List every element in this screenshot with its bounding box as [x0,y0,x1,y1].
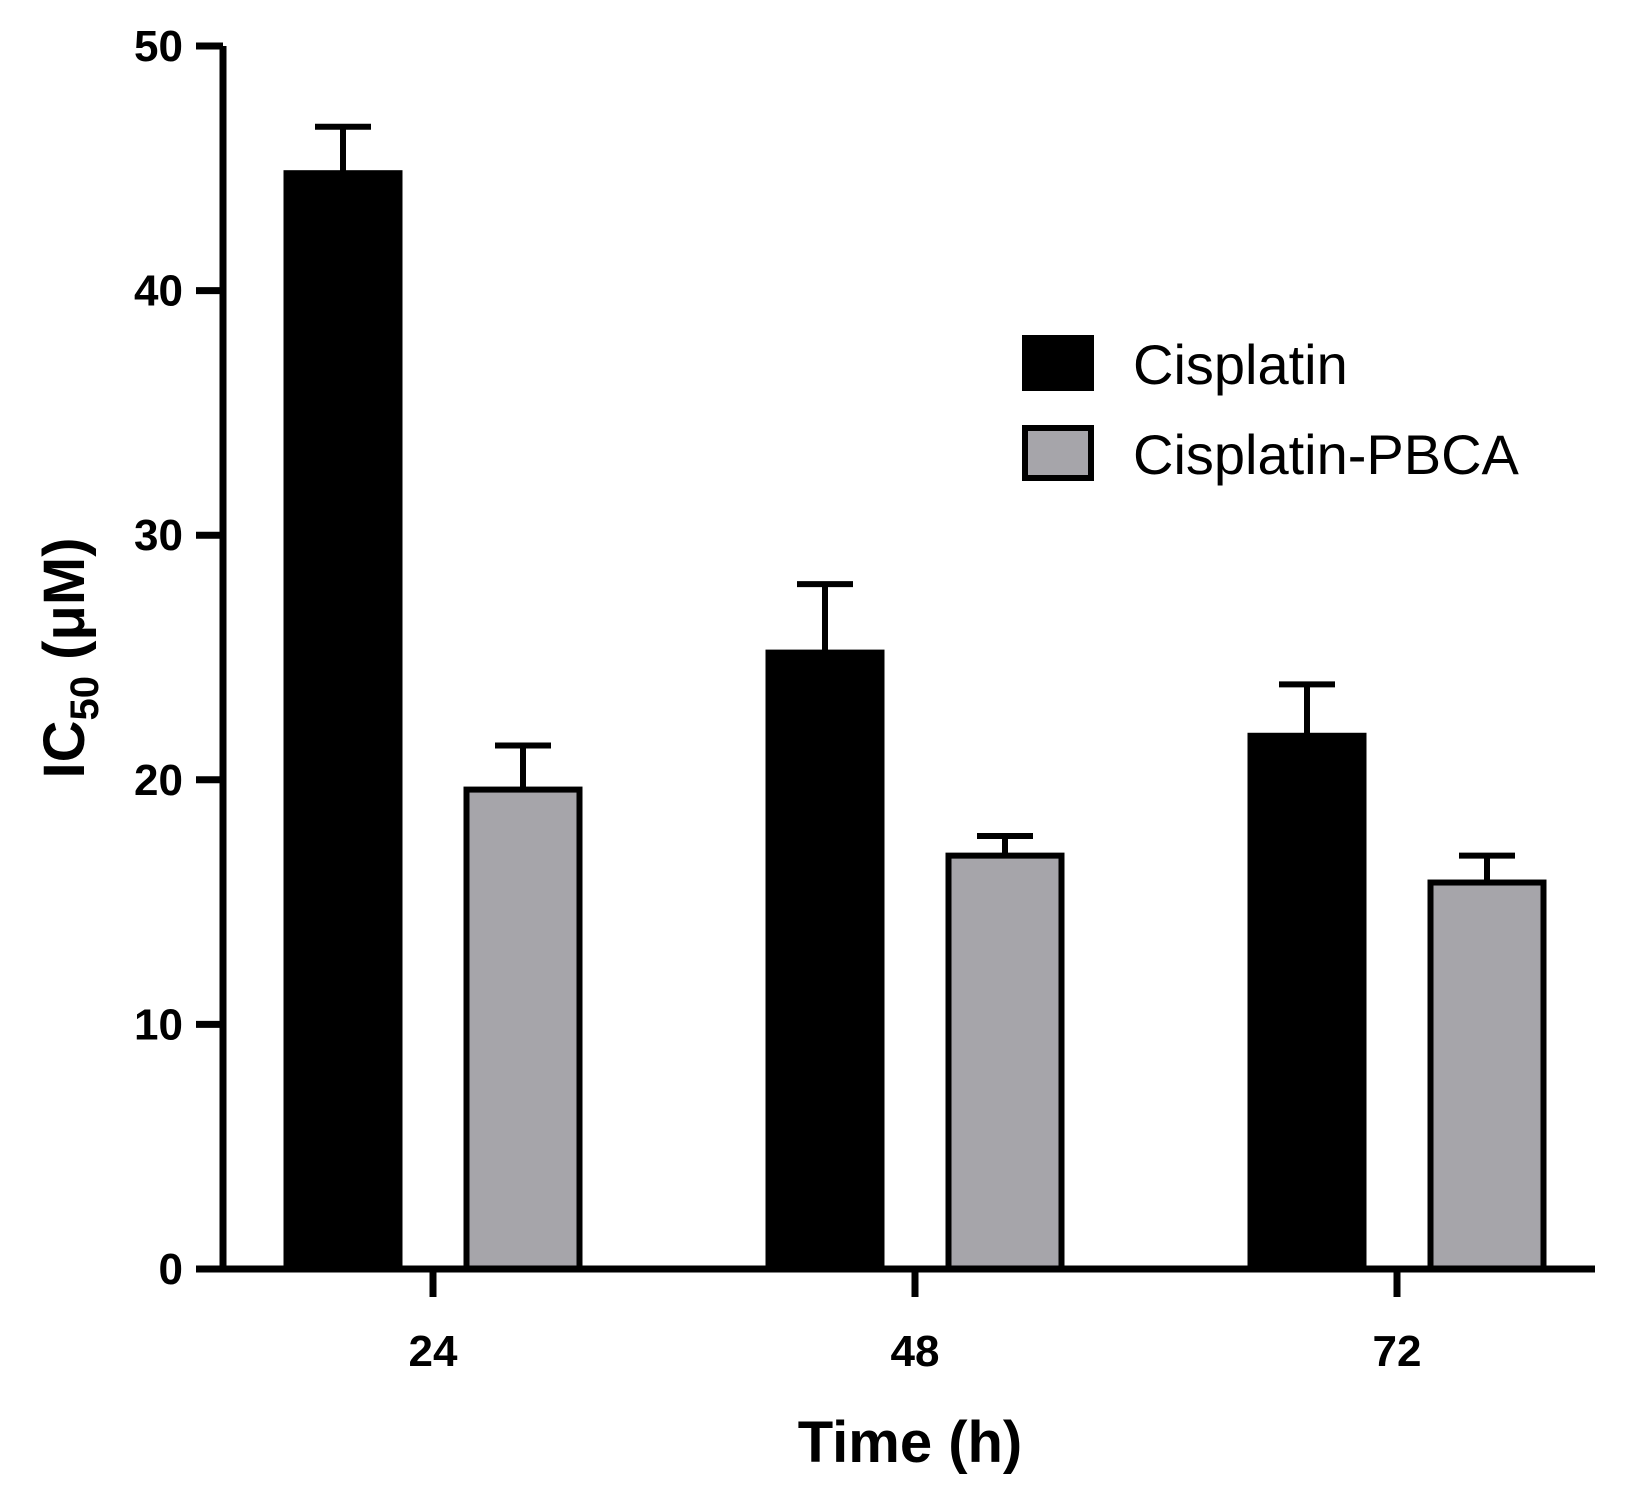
x-tick-label: 72 [1373,1327,1422,1376]
x-axis-title: Time (h) [798,1410,1023,1475]
legend-label-cisplatin-pbca: Cisplatin-PBCA [1133,423,1520,486]
error-bars-layer [315,123,1515,883]
y-axis-title-unit: (μM) [32,537,97,676]
axes-layer [196,46,1595,1273]
bar-cisplatin-pbca-72 [1427,879,1547,1272]
y-axis-title-subscript: 50 [63,676,107,721]
legend: Cisplatin Cisplatin-PBCA [1022,333,1520,486]
legend-swatch-cisplatin-pbca [1022,425,1094,481]
bar-cisplatin-48 [765,649,885,1272]
x-tick-label: 48 [891,1327,940,1376]
bar-cisplatin-72 [1247,732,1367,1272]
y-tick-label: 20 [134,756,183,805]
legend-swatch-cisplatin [1022,335,1094,391]
y-ticks-layer: 0 10 20 30 40 50 [134,22,223,1294]
bar-cisplatin-24 [283,170,403,1272]
bar-cisplatin-pbca-48 [945,852,1065,1272]
x-tick-label: 24 [409,1327,458,1376]
bar-cisplatin-pbca-24 [463,786,583,1272]
y-tick-label: 30 [134,511,183,560]
bars-layer [283,170,1547,1272]
y-axis-title: IC50 (μM) [32,537,107,778]
y-axis-title-main: IC [32,721,97,779]
legend-label-cisplatin: Cisplatin [1133,333,1348,396]
x-ticks-layer: 24 48 72 [409,1269,1422,1376]
y-tick-label: 40 [134,267,183,316]
y-tick-label: 0 [159,1245,183,1294]
y-tick-label: 10 [134,1000,183,1049]
y-tick-label: 50 [134,22,183,71]
